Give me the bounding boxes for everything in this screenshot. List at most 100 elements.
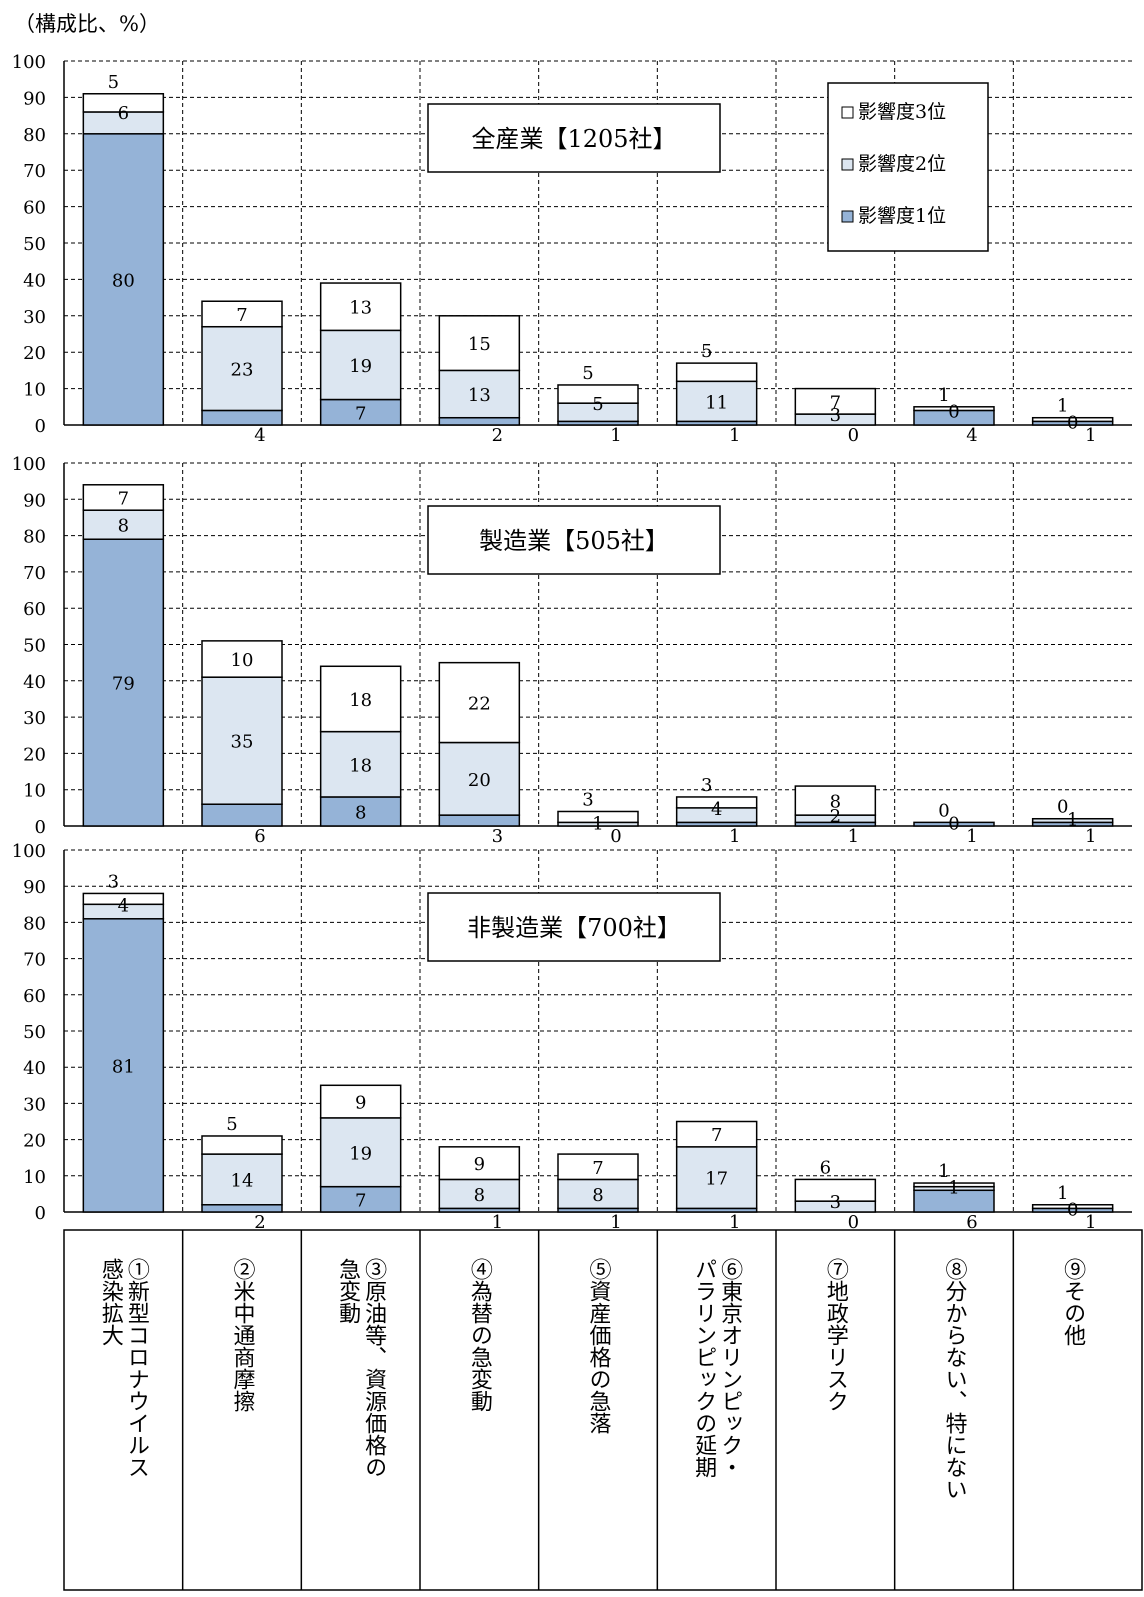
data-label: 0 bbox=[1057, 797, 1068, 818]
data-label: 35 bbox=[231, 732, 254, 753]
y-tick-label: 0 bbox=[35, 416, 46, 437]
data-label: 6 bbox=[118, 103, 129, 124]
data-label: 7 bbox=[355, 1190, 366, 1211]
data-label: 4 bbox=[711, 799, 722, 820]
bar-segment-rank1 bbox=[82, 918, 165, 1213]
data-label: 1 bbox=[848, 826, 859, 847]
bar-segment-rank3 bbox=[557, 1153, 639, 1181]
chart-panel-2: 0102030405060708090100798763510818183202… bbox=[12, 454, 1132, 847]
category-label: 感染拡大 bbox=[98, 1258, 124, 1346]
data-label: 22 bbox=[468, 694, 491, 715]
bar-segment-rank3 bbox=[201, 1135, 283, 1155]
data-label: 1 bbox=[492, 1212, 503, 1233]
bar-segment-rank2 bbox=[201, 325, 283, 412]
legend-swatch bbox=[841, 210, 854, 223]
y-tick-label: 100 bbox=[12, 454, 46, 475]
bar-segment-rank3 bbox=[201, 300, 283, 328]
data-label: 0 bbox=[1067, 412, 1078, 433]
category-label: ⑧分からない、特にない bbox=[942, 1258, 968, 1500]
bar-segment-rank2 bbox=[438, 1178, 521, 1210]
y-tick-label: 40 bbox=[23, 672, 46, 693]
category-label: ①新型コロナウイルス bbox=[124, 1258, 150, 1478]
data-label: 7 bbox=[711, 1125, 722, 1146]
data-label: 8 bbox=[355, 802, 366, 823]
bar-segment-rank3 bbox=[913, 406, 995, 412]
data-label: 1 bbox=[1085, 425, 1096, 446]
data-label: 9 bbox=[474, 1154, 485, 1175]
data-label: 3 bbox=[830, 1192, 841, 1213]
y-tick-label: 50 bbox=[23, 636, 46, 657]
bar-segment-rank3 bbox=[675, 796, 758, 809]
y-tick-label: 80 bbox=[23, 125, 46, 146]
data-label: 13 bbox=[468, 385, 491, 406]
bar-segment-rank2 bbox=[438, 741, 521, 816]
data-label: 1 bbox=[1057, 1183, 1068, 1204]
data-label: 7 bbox=[118, 488, 129, 509]
data-label: 3 bbox=[830, 405, 841, 426]
y-tick-label: 90 bbox=[23, 877, 46, 898]
y-tick-label: 10 bbox=[23, 781, 46, 802]
y-tick-label: 90 bbox=[23, 490, 46, 511]
bar-segment-rank3 bbox=[438, 661, 521, 744]
y-tick-label: 100 bbox=[12, 841, 46, 862]
bar-segment-rank1 bbox=[201, 409, 283, 426]
data-label: 0 bbox=[1067, 1199, 1078, 1220]
y-tick-label: 60 bbox=[23, 599, 46, 620]
data-label: 1 bbox=[938, 1161, 949, 1182]
panel-title: 全産業【1205社】 bbox=[471, 125, 676, 153]
legend-entry: 影響度2位 bbox=[858, 153, 946, 175]
data-label: 7 bbox=[592, 1158, 603, 1179]
data-label: 0 bbox=[848, 1212, 859, 1233]
y-tick-label: 70 bbox=[23, 161, 46, 182]
data-label: 7 bbox=[830, 392, 841, 413]
bar-segment-rank2 bbox=[675, 1146, 758, 1210]
y-tick-label: 70 bbox=[23, 950, 46, 971]
bar-segment-rank3 bbox=[82, 892, 165, 906]
data-label: 4 bbox=[118, 895, 129, 916]
data-label: 10 bbox=[231, 650, 254, 671]
data-label: 1 bbox=[592, 813, 603, 834]
data-label: 0 bbox=[948, 401, 959, 422]
bar-segment-rank3 bbox=[201, 640, 283, 678]
data-label: 1 bbox=[948, 1178, 959, 1199]
bar-segment-rank3 bbox=[794, 1178, 877, 1202]
category-table bbox=[63, 1229, 1143, 1591]
y-tick-label: 30 bbox=[23, 708, 46, 729]
bar-segment-rank3 bbox=[794, 785, 877, 816]
y-tick-label: 20 bbox=[23, 744, 46, 765]
data-label: 8 bbox=[474, 1185, 485, 1206]
data-label: 19 bbox=[349, 356, 372, 377]
panel-title-box bbox=[427, 892, 721, 962]
bar-segment-rank3 bbox=[675, 362, 758, 383]
bar-segment-rank3 bbox=[913, 1182, 995, 1188]
unit-label: （構成比、%） bbox=[14, 12, 160, 36]
data-label: 5 bbox=[592, 394, 603, 415]
bar-segment-rank1 bbox=[913, 821, 995, 827]
panel-title-box bbox=[427, 103, 721, 173]
category-label: ③原油等、資源価格の bbox=[361, 1258, 387, 1478]
data-label: 4 bbox=[254, 425, 265, 446]
bar-segment-rank1 bbox=[438, 814, 521, 827]
data-label: 20 bbox=[468, 770, 491, 791]
y-tick-label: 80 bbox=[23, 527, 46, 548]
data-label: 5 bbox=[226, 1114, 237, 1135]
data-label: 0 bbox=[610, 826, 621, 847]
y-tick-label: 30 bbox=[23, 307, 46, 328]
data-label: 19 bbox=[349, 1143, 372, 1164]
data-label: 7 bbox=[236, 305, 247, 326]
data-label: 23 bbox=[231, 360, 254, 381]
data-label: 7 bbox=[355, 403, 366, 424]
data-label: 2 bbox=[830, 806, 841, 827]
category-label: 急変動 bbox=[335, 1258, 361, 1324]
data-label: 8 bbox=[830, 792, 841, 813]
data-label: 1 bbox=[1057, 396, 1068, 417]
category-label: ⑦地政学リスク bbox=[823, 1258, 849, 1412]
legend-entry: 影響度1位 bbox=[858, 205, 946, 227]
y-tick-label: 0 bbox=[35, 817, 46, 838]
panel-title-box bbox=[427, 505, 721, 575]
bar-segment-rank3 bbox=[319, 1084, 402, 1119]
bar-segment-rank1 bbox=[319, 398, 402, 426]
data-label: 14 bbox=[231, 1170, 254, 1191]
chart-panel-1: 0102030405060708090100806542377191321315… bbox=[12, 52, 1132, 446]
